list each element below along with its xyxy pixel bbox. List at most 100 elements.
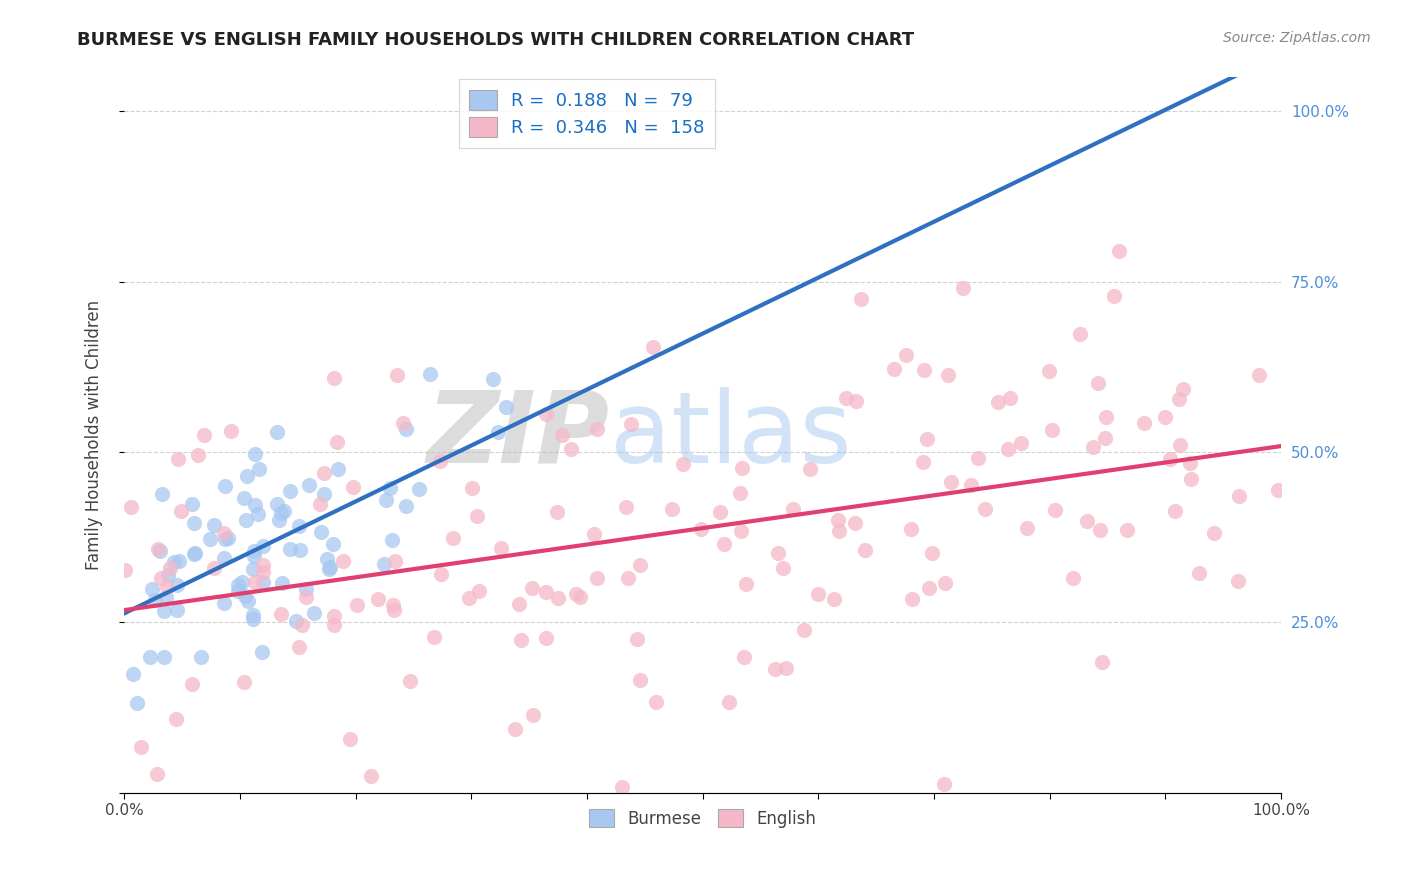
Point xyxy=(1247,368,1270,383)
Point xyxy=(1091,655,1114,669)
Point xyxy=(212,551,235,566)
Point xyxy=(278,541,301,556)
Point xyxy=(214,532,236,546)
Point xyxy=(1040,423,1063,437)
Point xyxy=(214,479,236,493)
Point xyxy=(236,594,259,608)
Point xyxy=(911,455,934,469)
Point xyxy=(360,769,382,783)
Point xyxy=(612,780,634,795)
Point xyxy=(319,559,342,574)
Point xyxy=(932,777,955,791)
Point xyxy=(522,707,544,722)
Point xyxy=(775,660,797,674)
Point xyxy=(243,447,266,461)
Point xyxy=(190,649,212,664)
Point xyxy=(828,524,851,538)
Point xyxy=(1164,504,1187,518)
Point xyxy=(934,575,956,590)
Point xyxy=(952,281,974,295)
Point xyxy=(936,368,959,383)
Point xyxy=(328,462,350,476)
Point xyxy=(503,723,526,737)
Point xyxy=(217,531,239,545)
Point xyxy=(198,532,221,546)
Point xyxy=(226,583,249,598)
Point xyxy=(628,673,651,687)
Point xyxy=(508,597,530,611)
Point xyxy=(141,582,163,597)
Point xyxy=(799,462,821,476)
Point xyxy=(998,391,1021,405)
Point xyxy=(378,481,401,495)
Point xyxy=(1069,326,1091,341)
Point xyxy=(290,542,312,557)
Point xyxy=(183,516,205,530)
Point xyxy=(278,484,301,499)
Point xyxy=(143,592,166,607)
Point xyxy=(167,554,190,568)
Point xyxy=(156,580,179,594)
Point xyxy=(270,607,292,622)
Point xyxy=(311,525,333,540)
Point xyxy=(270,506,292,520)
Point xyxy=(457,591,479,606)
Point xyxy=(156,567,179,582)
Point xyxy=(620,417,643,431)
Point xyxy=(1015,521,1038,535)
Point xyxy=(284,614,307,628)
Point xyxy=(1171,383,1194,397)
Point xyxy=(153,650,176,665)
Point xyxy=(247,462,270,476)
Point xyxy=(1188,566,1211,580)
Point xyxy=(382,603,405,617)
Point xyxy=(181,677,204,691)
Point xyxy=(183,547,205,561)
Point xyxy=(823,592,845,607)
Point xyxy=(713,536,735,550)
Point xyxy=(896,348,918,362)
Point xyxy=(733,649,755,664)
Point xyxy=(849,293,872,307)
Point xyxy=(419,367,441,381)
Point xyxy=(273,503,295,517)
Point xyxy=(672,457,695,471)
Point xyxy=(242,543,264,558)
Point xyxy=(1180,472,1202,486)
Point xyxy=(1094,431,1116,445)
Point xyxy=(166,603,188,617)
Point xyxy=(690,522,713,536)
Point xyxy=(534,632,557,646)
Point xyxy=(1043,503,1066,517)
Point xyxy=(617,571,640,585)
Point xyxy=(146,767,169,781)
Point xyxy=(214,526,236,541)
Point xyxy=(287,519,309,533)
Legend: Burmese, English: Burmese, English xyxy=(582,803,823,834)
Point xyxy=(165,712,187,726)
Point xyxy=(184,546,207,560)
Point xyxy=(242,549,264,563)
Point xyxy=(342,480,364,494)
Point xyxy=(614,500,637,514)
Point xyxy=(845,393,868,408)
Point xyxy=(915,432,938,446)
Point xyxy=(219,424,242,438)
Text: atlas: atlas xyxy=(610,386,852,483)
Point xyxy=(1116,523,1139,537)
Point xyxy=(297,477,319,491)
Point xyxy=(960,478,983,492)
Point xyxy=(231,574,253,589)
Point xyxy=(495,400,517,414)
Point xyxy=(332,554,354,568)
Point xyxy=(270,575,292,590)
Point xyxy=(252,558,274,572)
Point xyxy=(180,497,202,511)
Point xyxy=(1102,289,1125,303)
Point xyxy=(547,591,569,605)
Point xyxy=(1038,363,1060,377)
Point xyxy=(468,584,491,599)
Point xyxy=(1087,376,1109,390)
Point xyxy=(149,570,172,584)
Point xyxy=(155,590,177,604)
